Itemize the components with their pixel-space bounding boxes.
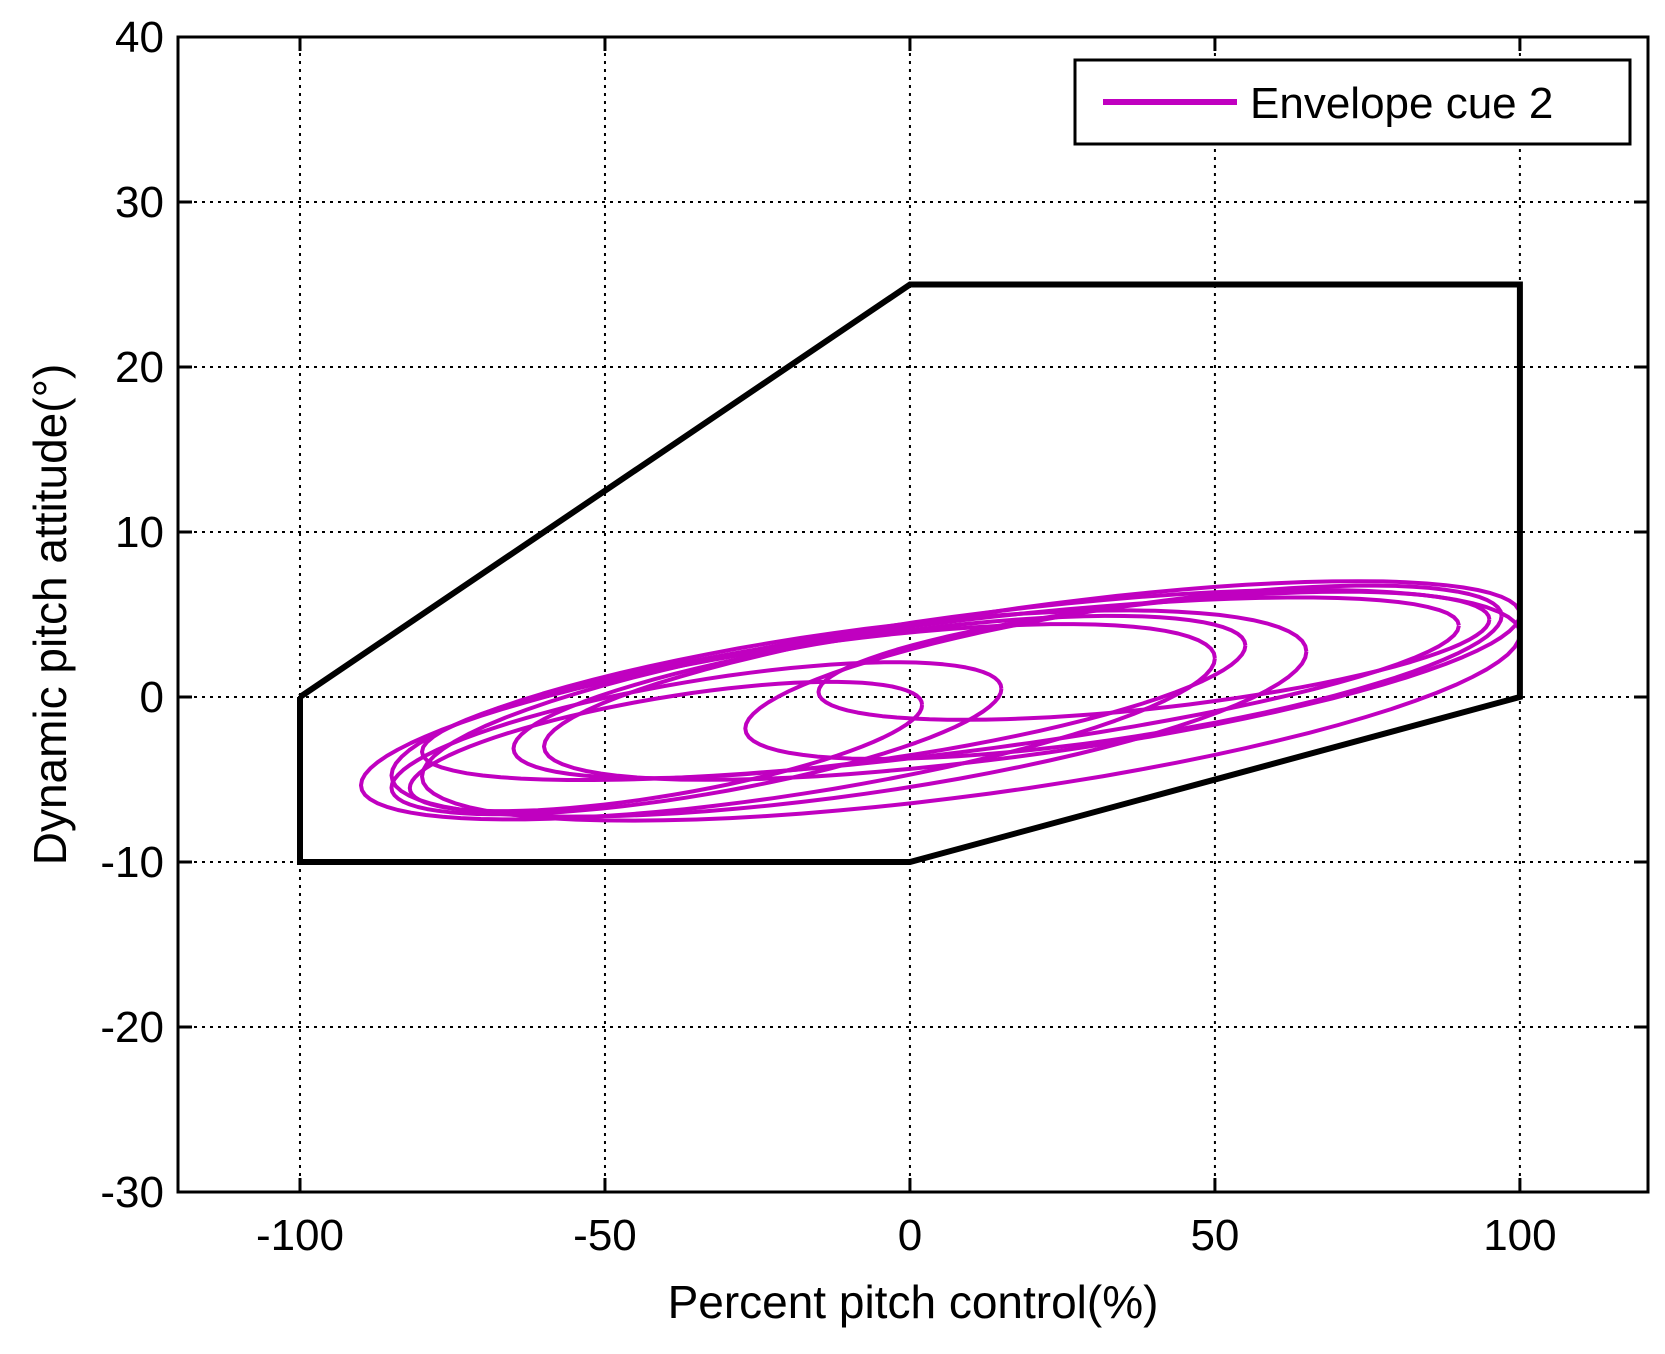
x-tick-label: 0 [898, 1211, 922, 1260]
y-tick-label: -20 [100, 1003, 164, 1052]
grid [178, 36, 1648, 1193]
x-tick-label: -100 [256, 1211, 344, 1260]
x-tick-label: 50 [1190, 1211, 1239, 1260]
series-loop [420, 587, 1522, 823]
envelope-layer [297, 281, 1523, 865]
legend-entry-label: Envelope cue 2 [1250, 79, 1553, 128]
y-tick-label: 20 [115, 343, 164, 392]
y-tick-label: 30 [115, 178, 164, 227]
y-tick-label: 10 [115, 508, 164, 557]
series-loop [407, 679, 925, 814]
y-tick-label: -10 [100, 838, 164, 887]
x-axis-ticks: -100 -50 0 50 100 [256, 37, 1557, 1260]
series-loop [511, 613, 1248, 781]
series-loop [359, 622, 1217, 822]
x-axis-label: Percent pitch control(%) [668, 1276, 1159, 1328]
series-layer [359, 579, 1522, 823]
plot-frame [176, 35, 1650, 1194]
y-axis-label: Dynamic pitch attitude(°) [24, 364, 76, 866]
series-loop [743, 583, 1504, 761]
y-axis-ticks: -30 -20 -10 0 10 20 30 40 [100, 13, 1648, 1217]
envelope-boundary-line [297, 281, 1523, 865]
y-tick-label: 40 [115, 13, 164, 62]
y-tick-label: 0 [140, 673, 164, 722]
x-tick-label: 100 [1483, 1211, 1556, 1260]
y-tick-label: -30 [100, 1168, 164, 1217]
x-tick-label: -50 [573, 1211, 637, 1260]
legend: Envelope cue 2 [1073, 58, 1632, 146]
